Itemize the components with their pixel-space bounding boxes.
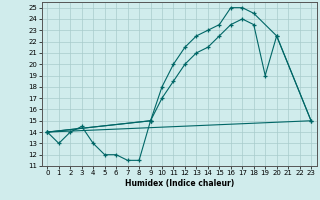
X-axis label: Humidex (Indice chaleur): Humidex (Indice chaleur)	[124, 179, 234, 188]
